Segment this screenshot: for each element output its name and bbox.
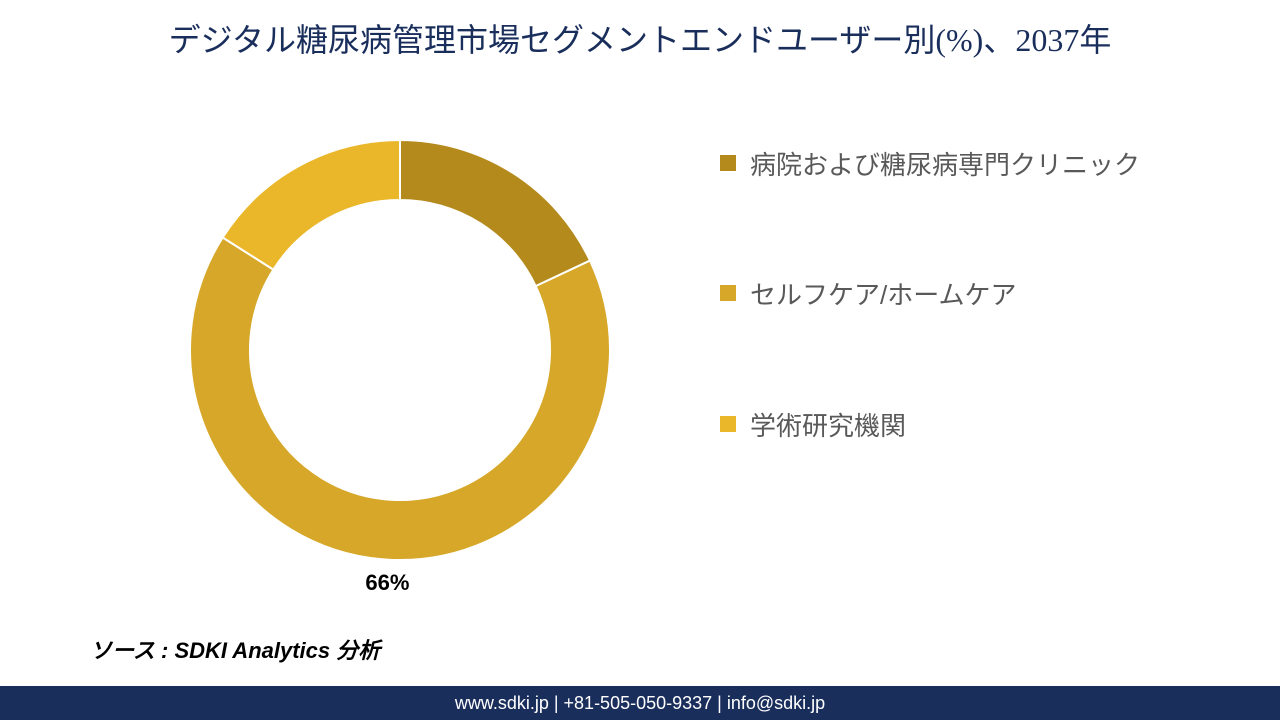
slice-percent-label: 66% <box>365 570 409 596</box>
page: デジタル糖尿病管理市場セグメントエンドユーザー別(%)、2037年 66% 病院… <box>0 0 1280 720</box>
legend-item-1: セルフケア/ホームケア <box>720 275 1150 315</box>
legend-item-0: 病院および糖尿病専門クリニック <box>720 145 1150 185</box>
legend-label: セルフケア/ホームケア <box>750 275 1016 315</box>
donut-slice-0 <box>400 140 590 286</box>
legend-label: 病院および糖尿病専門クリニック <box>750 145 1140 185</box>
donut-svg <box>180 130 620 570</box>
chart-title: デジタル糖尿病管理市場セグメントエンドユーザー別(%)、2037年 <box>0 18 1280 63</box>
legend-marker-icon <box>720 416 736 432</box>
footer-text: www.sdki.jp | +81-505-050-9337 | info@sd… <box>455 693 825 713</box>
legend: 病院および糖尿病専門クリニックセルフケア/ホームケア学術研究機関 <box>720 145 1150 536</box>
donut-slice-1 <box>190 237 610 560</box>
legend-marker-icon <box>720 285 736 301</box>
source-text: ソース : SDKI Analytics 分析 <box>90 633 380 665</box>
donut-chart: 66% <box>180 130 620 570</box>
donut-slice-2 <box>223 140 400 270</box>
footer-bar: www.sdki.jp | +81-505-050-9337 | info@sd… <box>0 686 1280 720</box>
legend-item-2: 学術研究機関 <box>720 406 1150 446</box>
legend-label: 学術研究機関 <box>750 406 906 446</box>
legend-marker-icon <box>720 155 736 171</box>
